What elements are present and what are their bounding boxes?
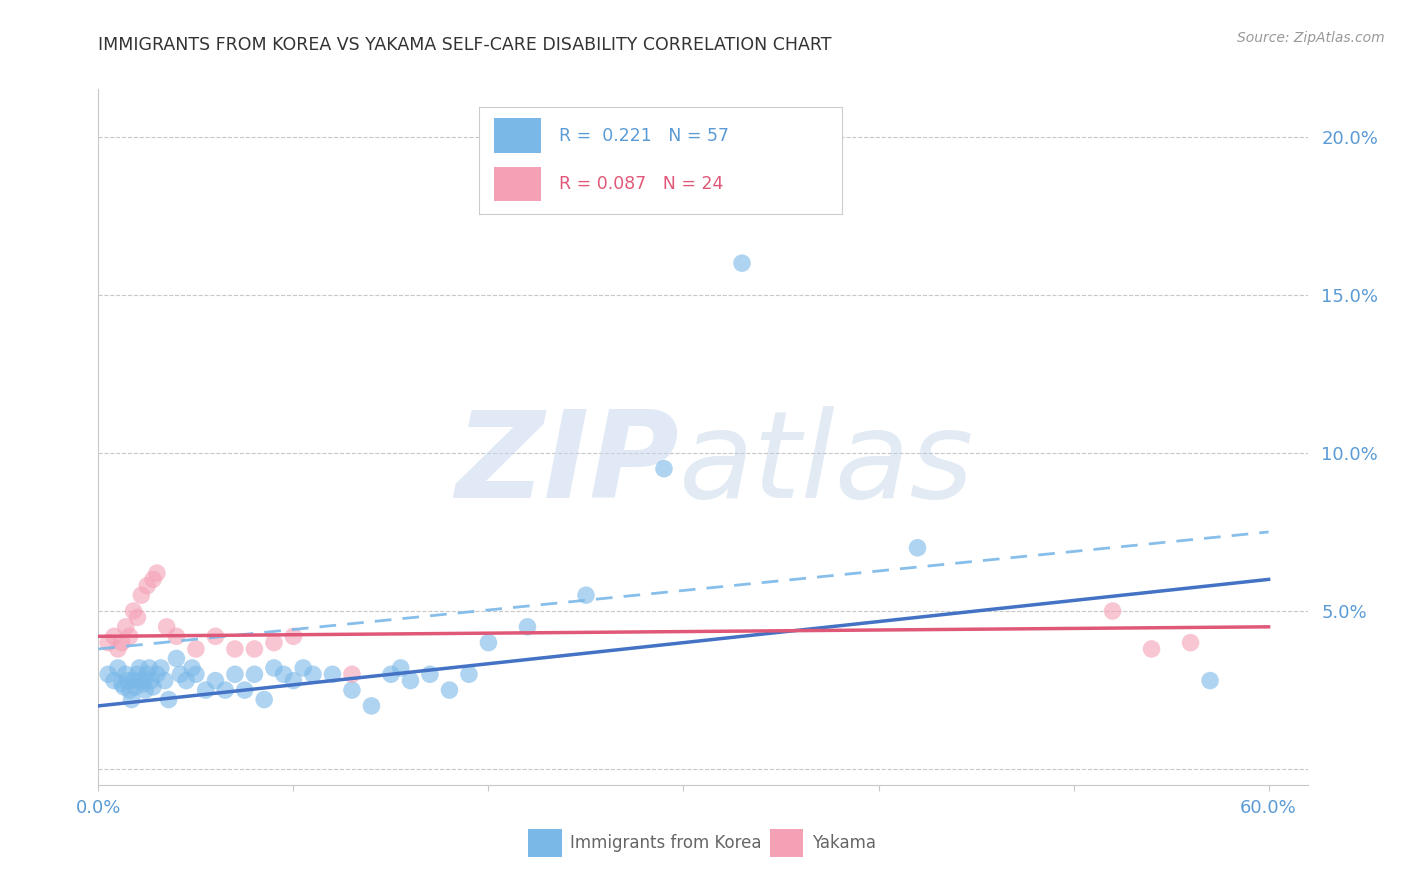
Point — [131, 588, 153, 602]
Point — [253, 692, 276, 706]
Point — [118, 629, 141, 643]
Point — [128, 661, 150, 675]
Point — [399, 673, 422, 688]
Point — [458, 667, 481, 681]
Point — [111, 677, 134, 691]
Point — [117, 673, 139, 688]
Point — [292, 661, 315, 675]
Point — [243, 642, 266, 657]
Point — [118, 683, 141, 698]
Point — [243, 667, 266, 681]
Point — [340, 667, 363, 681]
Point — [97, 667, 120, 681]
Point — [97, 635, 120, 649]
Point — [340, 683, 363, 698]
Point — [156, 620, 179, 634]
Point — [224, 667, 246, 681]
Text: ZIP: ZIP — [456, 407, 679, 524]
Point — [127, 667, 149, 681]
Point — [263, 661, 285, 675]
Point — [477, 635, 499, 649]
Point — [204, 673, 226, 688]
Text: atlas: atlas — [679, 407, 974, 524]
Point — [181, 661, 204, 675]
Point — [233, 683, 256, 698]
Bar — [527, 829, 561, 856]
Text: Immigrants from Korea: Immigrants from Korea — [569, 834, 762, 852]
Point — [122, 673, 145, 688]
Point — [184, 667, 207, 681]
Point — [153, 673, 176, 688]
Point — [114, 667, 136, 681]
Point — [138, 661, 160, 675]
Point — [149, 661, 172, 675]
Text: IMMIGRANTS FROM KOREA VS YAKAMA SELF-CARE DISABILITY CORRELATION CHART: IMMIGRANTS FROM KOREA VS YAKAMA SELF-CAR… — [98, 36, 832, 54]
Point — [165, 629, 187, 643]
Point — [136, 579, 159, 593]
Point — [273, 667, 295, 681]
Point — [194, 683, 217, 698]
Point — [174, 673, 197, 688]
Point — [146, 566, 169, 580]
Point — [204, 629, 226, 643]
Point — [139, 673, 162, 688]
Point — [224, 642, 246, 657]
Point — [652, 461, 675, 475]
Bar — [769, 829, 803, 856]
Point — [302, 667, 325, 681]
Point — [214, 683, 236, 698]
Point — [103, 629, 125, 643]
Point — [1180, 635, 1202, 649]
Point — [439, 683, 461, 698]
Point — [134, 683, 156, 698]
Point — [112, 680, 135, 694]
Point — [575, 588, 598, 602]
Point — [1199, 673, 1222, 688]
Point — [124, 680, 146, 694]
Point — [131, 673, 153, 688]
Point — [283, 673, 305, 688]
Point — [103, 673, 125, 688]
Point — [121, 692, 143, 706]
Point — [169, 667, 191, 681]
Point — [419, 667, 441, 681]
Text: Source: ZipAtlas.com: Source: ZipAtlas.com — [1237, 31, 1385, 45]
Point — [142, 573, 165, 587]
Point — [321, 667, 343, 681]
Point — [146, 667, 169, 681]
Point — [136, 667, 159, 681]
Point — [114, 620, 136, 634]
Point — [389, 661, 412, 675]
Point — [516, 620, 538, 634]
Point — [907, 541, 929, 555]
Point — [184, 642, 207, 657]
Point — [380, 667, 402, 681]
Point — [360, 698, 382, 713]
Point — [142, 680, 165, 694]
Point — [263, 635, 285, 649]
Point — [111, 635, 134, 649]
Text: Yakama: Yakama — [811, 834, 876, 852]
Point — [731, 256, 754, 270]
Point — [122, 604, 145, 618]
Point — [127, 610, 149, 624]
Point — [157, 692, 180, 706]
Point — [283, 629, 305, 643]
Point — [107, 642, 129, 657]
Point — [165, 651, 187, 665]
Point — [1140, 642, 1163, 657]
Point — [107, 661, 129, 675]
Point — [1101, 604, 1123, 618]
Point — [132, 677, 155, 691]
